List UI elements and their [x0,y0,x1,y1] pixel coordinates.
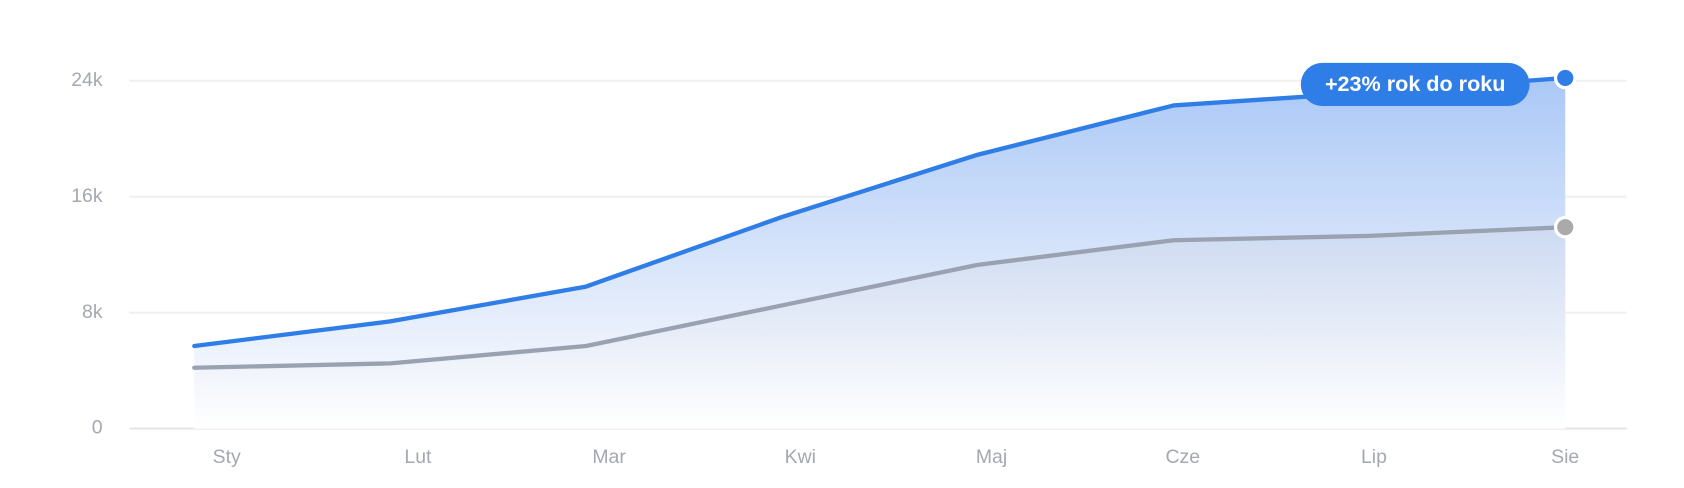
x-tick-label: Mar [592,446,626,468]
y-tick-label: 8k [82,301,103,323]
annotation: +23% rok do roku [1325,71,1505,96]
y-tick-label: 24k [71,69,103,91]
x-tick-label: Cze [1165,446,1200,468]
x-tick-label: Sie [1551,446,1579,468]
x-tick-label: Kwi [785,446,816,468]
end-point [1553,66,1577,90]
x-tick-label: Sty [213,446,241,468]
line [192,225,1568,370]
y-tick-label: 16k [71,185,103,207]
area [194,227,1566,429]
annotation-pill [1300,62,1530,107]
end-point [1553,215,1577,239]
y-tick-label: 0 [92,417,103,439]
x-tick-label: Maj [976,446,1007,468]
x-tick-label: Lip [1361,446,1387,468]
x-tick-label: Lut [404,446,432,468]
